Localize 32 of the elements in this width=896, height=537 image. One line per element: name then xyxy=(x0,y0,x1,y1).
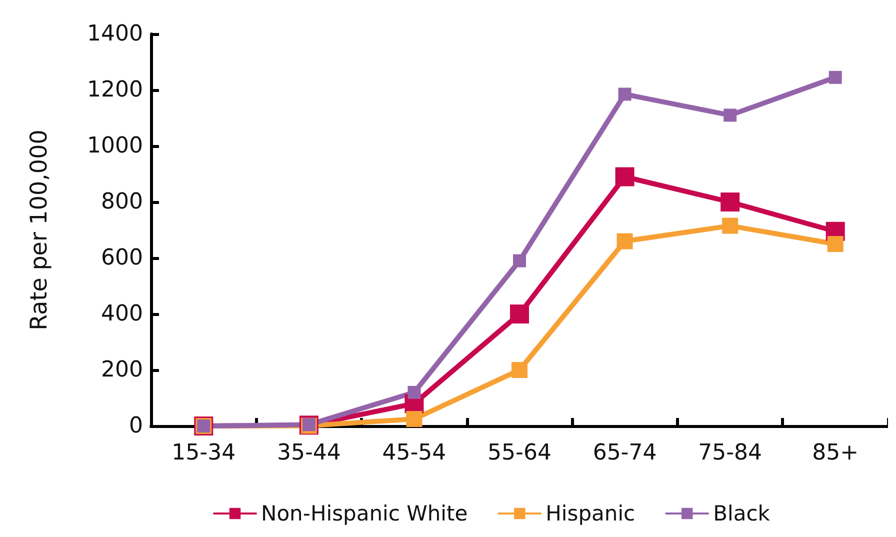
x-tick-label: 45-54 xyxy=(382,440,446,466)
point xyxy=(512,362,528,378)
point xyxy=(724,108,737,122)
x-tick-label: 85+ xyxy=(812,440,859,466)
y-tick-label: 600 xyxy=(101,246,143,270)
x-tick-label: 35-44 xyxy=(276,440,341,466)
y-tick-label: 400 xyxy=(101,302,143,326)
y-tick-label: 200 xyxy=(101,358,143,382)
point xyxy=(406,411,422,427)
legend-label: Black xyxy=(713,502,771,526)
point xyxy=(616,233,633,250)
point xyxy=(720,192,740,212)
y-tick-label: 1000 xyxy=(87,134,143,158)
x-tick-label: 75-84 xyxy=(698,440,762,466)
point xyxy=(827,236,844,252)
point xyxy=(510,304,529,324)
y-tick-label: 1200 xyxy=(87,78,143,102)
y-tick-label: 800 xyxy=(101,190,143,214)
y-tick-label: 0 xyxy=(129,414,143,438)
point xyxy=(618,88,632,101)
point xyxy=(828,70,842,84)
legend-label: Non-Hispanic White xyxy=(261,502,468,526)
y-tick-label: 1400 xyxy=(87,22,143,46)
point xyxy=(615,167,634,186)
x-tick-label: 15-34 xyxy=(172,440,236,466)
point xyxy=(408,386,421,399)
x-tick-label: 55-64 xyxy=(488,440,552,466)
x-tick-label: 65-74 xyxy=(592,440,657,466)
point xyxy=(722,218,738,234)
y-axis-title: Rate per 100,000 xyxy=(26,130,52,330)
point xyxy=(513,254,526,268)
legend-label: Hispanic xyxy=(546,502,636,526)
